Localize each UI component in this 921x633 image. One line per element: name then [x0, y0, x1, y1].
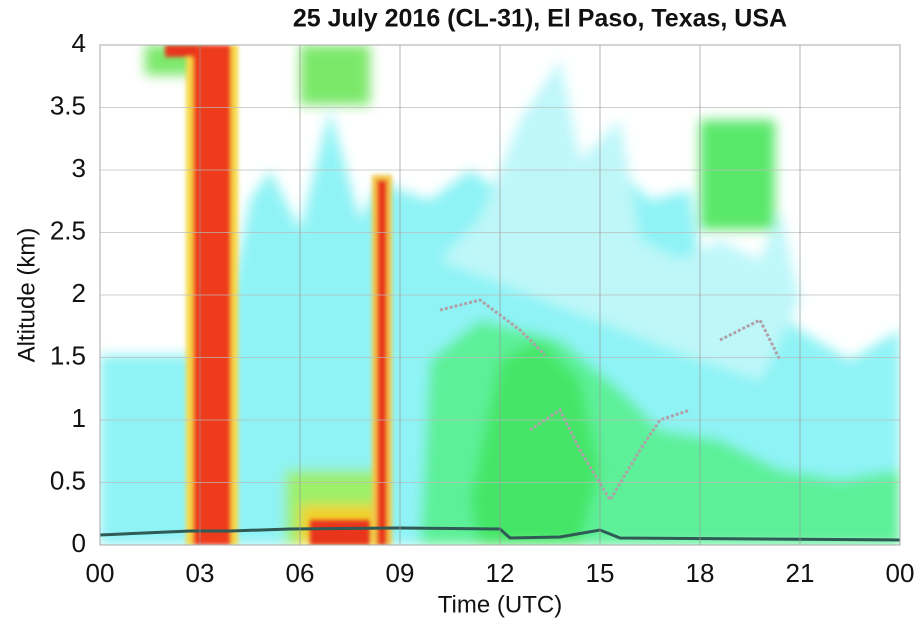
cyan-region: [100, 355, 195, 545]
chart-title: 25 July 2016 (CL-31), El Paso, Texas, US…: [293, 5, 787, 33]
cyan-region: [440, 60, 800, 380]
y-tick-label: 3: [72, 153, 86, 183]
y-tick-label: 1.5: [50, 340, 86, 370]
cyan-region: [230, 110, 900, 545]
y-axis-title: Altitude (km): [13, 228, 40, 363]
x-tick-label: 00: [86, 558, 115, 588]
x-tick-label: 09: [386, 558, 415, 588]
red-region: [165, 45, 195, 57]
y-tick-label: 1: [72, 403, 86, 433]
x-tick-label: 18: [686, 558, 715, 588]
red-column: [377, 180, 387, 545]
plot-frame: [99, 44, 901, 546]
layer-height-dots: [529, 407, 691, 503]
x-axis-title: Time (UTC): [438, 591, 562, 618]
x-tick-label: 21: [786, 558, 815, 588]
x-tick-label: 00: [886, 558, 915, 588]
green-region: [470, 340, 600, 545]
x-tick-label: 12: [486, 558, 515, 588]
y-tick-label: 2: [72, 278, 86, 308]
x-tick-label: 03: [186, 558, 215, 588]
red-region: [310, 520, 370, 545]
x-tick-label: 15: [586, 558, 615, 588]
y-tick-label: 0: [72, 528, 86, 558]
x-tick-label: 06: [286, 558, 315, 588]
y-tick-label: 0.5: [50, 465, 86, 495]
green-region: [700, 120, 775, 230]
y-tick-label: 2.5: [50, 215, 86, 245]
y-tick-label: 3.5: [50, 90, 86, 120]
green-region: [300, 45, 370, 105]
y-tick-label: 4: [72, 28, 86, 58]
